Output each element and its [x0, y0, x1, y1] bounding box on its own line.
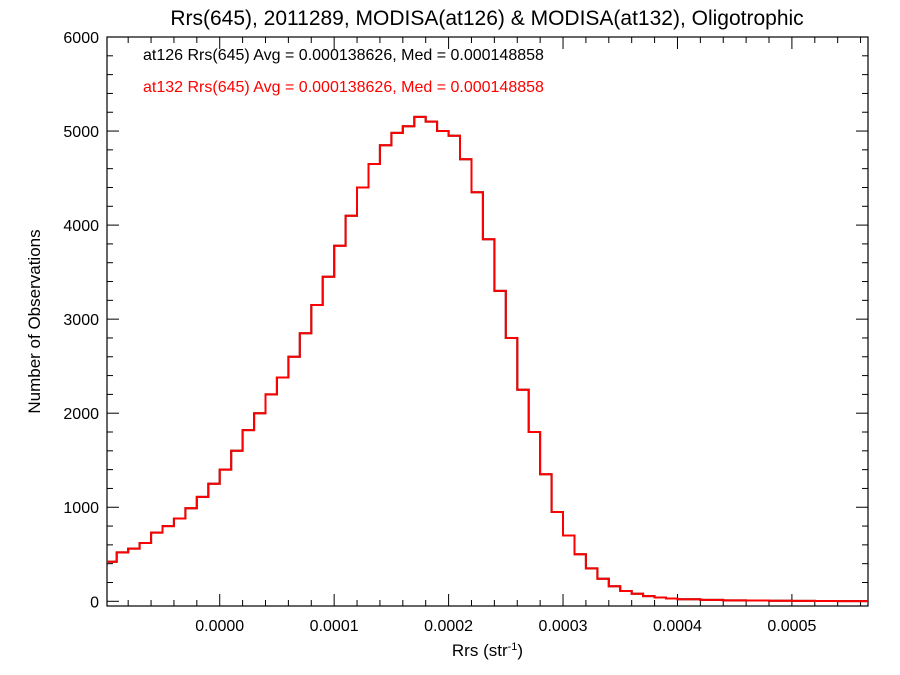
x-tick-label: 0.0000: [195, 618, 244, 635]
y-tick-label: 6000: [63, 30, 99, 47]
y-axis-title: Number of Observations: [25, 229, 44, 413]
y-tick-label: 0: [90, 594, 99, 611]
series-line-1: [107, 115, 868, 603]
series-line-0: [107, 115, 868, 603]
y-tick-label: 5000: [63, 124, 99, 141]
x-tick-label: 0.0003: [539, 618, 588, 635]
x-tick-label: 0.0004: [653, 618, 702, 635]
x-axis-title-suffix: ): [517, 641, 523, 660]
x-tick-labels: 0.0000 0.0001 0.0002 0.0003 0.0004 0.0005: [195, 618, 816, 635]
x-axis-title-superscript: -1: [508, 641, 518, 653]
y-tick-labels: 0 1000 2000 3000 4000 5000 6000: [63, 30, 99, 611]
y-tick-label: 1000: [63, 500, 99, 517]
y-tick-label: 2000: [63, 406, 99, 423]
plot-frame: [106, 36, 869, 607]
series-group: [107, 115, 868, 603]
legend-entry-at126: at126 Rrs(645) Avg = 0.000138626, Med = …: [143, 47, 544, 64]
chart-title: Rrs(645), 2011289, MODISA(at126) & MODIS…: [170, 7, 803, 30]
axis-ticks: [107, 36, 868, 606]
legend-entry-at132: at132 Rrs(645) Avg = 0.000138626, Med = …: [143, 79, 544, 96]
x-tick-label: 0.0002: [424, 618, 473, 635]
x-tick-label: 0.0001: [310, 618, 359, 635]
y-tick-label: 4000: [63, 218, 99, 235]
x-axis-title-text: Rrs (str: [452, 641, 508, 660]
y-tick-label: 3000: [63, 312, 99, 329]
x-axis-title: Rrs (str-1): [452, 641, 523, 660]
x-tick-label: 0.0005: [767, 618, 816, 635]
